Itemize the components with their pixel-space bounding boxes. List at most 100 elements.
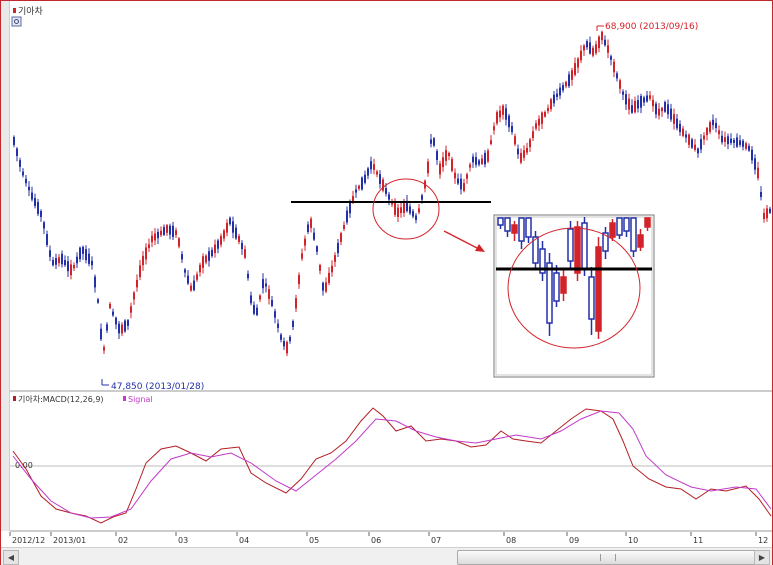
candle-body [733,139,735,143]
candle-body [310,218,312,228]
price-title-text: 기아차 [18,5,44,17]
candle-body [250,295,252,304]
candle-body [742,140,744,147]
gear-icon[interactable] [11,16,22,27]
price-title-marker [13,8,16,13]
candle-body [205,255,207,263]
candle-body [730,138,732,143]
candle-body [514,136,516,145]
horizontal-scrollbar[interactable]: ◀ ▶ [1,547,772,565]
candle-body [133,292,135,300]
candle-body [265,283,267,287]
candle-body [157,231,159,239]
candle-body [100,328,102,340]
candle-body [709,122,711,132]
arrow-left-icon[interactable]: ◀ [3,550,19,565]
candle-body [163,227,165,235]
candle-body [142,255,144,266]
candle-body [79,247,81,260]
candle-body [52,260,54,266]
zoom-inset-frame [493,214,655,378]
candle-body [721,135,723,143]
inset-candle-body [637,234,644,248]
inset-candle-body [644,217,651,228]
candle-body [343,225,345,229]
candle-body [670,108,672,120]
candle-body [415,215,417,220]
candle-body [262,279,264,289]
inset-candle-body [609,222,616,238]
candle-body [664,101,666,112]
x-tick-label: 07 [431,536,441,545]
candle-body [694,144,696,150]
candle-body [220,236,222,245]
candle-body [268,289,270,299]
candle-body [34,198,36,206]
x-tick-label: 2012/12 [12,536,45,545]
candle-body [466,174,468,179]
candle-body [319,264,321,271]
candle-body [625,94,627,105]
inset-candle-body [560,276,567,294]
scroll-thumb[interactable] [457,550,759,565]
candle-body [253,304,255,314]
candle-body [748,145,750,151]
x-tick-label: 2013/01 [53,536,86,545]
candle-body [751,149,753,161]
candle-body [67,261,69,272]
candle-body [517,148,519,155]
candle-body [373,164,375,170]
candle-body [49,250,51,257]
candle-body [238,235,240,243]
scroll-thumb-grip [600,554,616,561]
candle-body [187,275,189,284]
chart-area[interactable]: 기아차 68,900 (2013/09/16) [1,1,772,547]
candle-body [619,80,621,89]
candle-body [304,238,306,246]
candle-body [172,225,174,237]
candle-body [634,100,636,113]
candle-body [214,244,216,254]
x-axis: 2012/12 2013/01 02 03 04 05 06 07 08 09 10 11 12 [1,532,772,547]
candle-body [649,95,651,99]
candle-body [592,47,594,56]
x-tick-label: 09 [569,536,579,545]
candle-body [493,126,495,131]
candle-body [334,255,336,262]
candle-body [526,147,528,153]
candle-body [208,251,210,261]
candle-body [433,138,435,146]
high-label: 68,900 (2013/09/16) [605,22,698,32]
candle-body [601,31,603,41]
candle-body [520,152,522,163]
candle-body [565,81,567,87]
candle-body [94,276,96,288]
candle-body [58,257,60,264]
candle-body [295,298,297,309]
side-strip [1,1,10,531]
candle-body [460,178,462,190]
candle-body [385,188,387,194]
candle-body [472,156,474,163]
candle-body [661,107,663,112]
candle-body [190,285,192,291]
candle-body [397,207,399,217]
candle-body [736,137,738,147]
candle-body [412,211,414,217]
candle-body [763,213,765,219]
candle-body [583,45,585,51]
arrow-right-icon[interactable]: ▶ [754,550,770,565]
candle-body [199,264,201,273]
candle-body [124,320,126,332]
candle-body [469,164,471,168]
candle-body [616,73,618,79]
inset-candle-body [497,217,504,226]
candle-body [577,58,579,68]
macd-line [12,407,772,524]
candle-body [535,123,537,129]
candle-body [409,206,411,214]
high-marker: 68,900 (2013/09/16) [596,22,698,32]
candle-body [229,217,231,225]
candle-body [82,246,84,254]
price-candles [13,30,771,357]
